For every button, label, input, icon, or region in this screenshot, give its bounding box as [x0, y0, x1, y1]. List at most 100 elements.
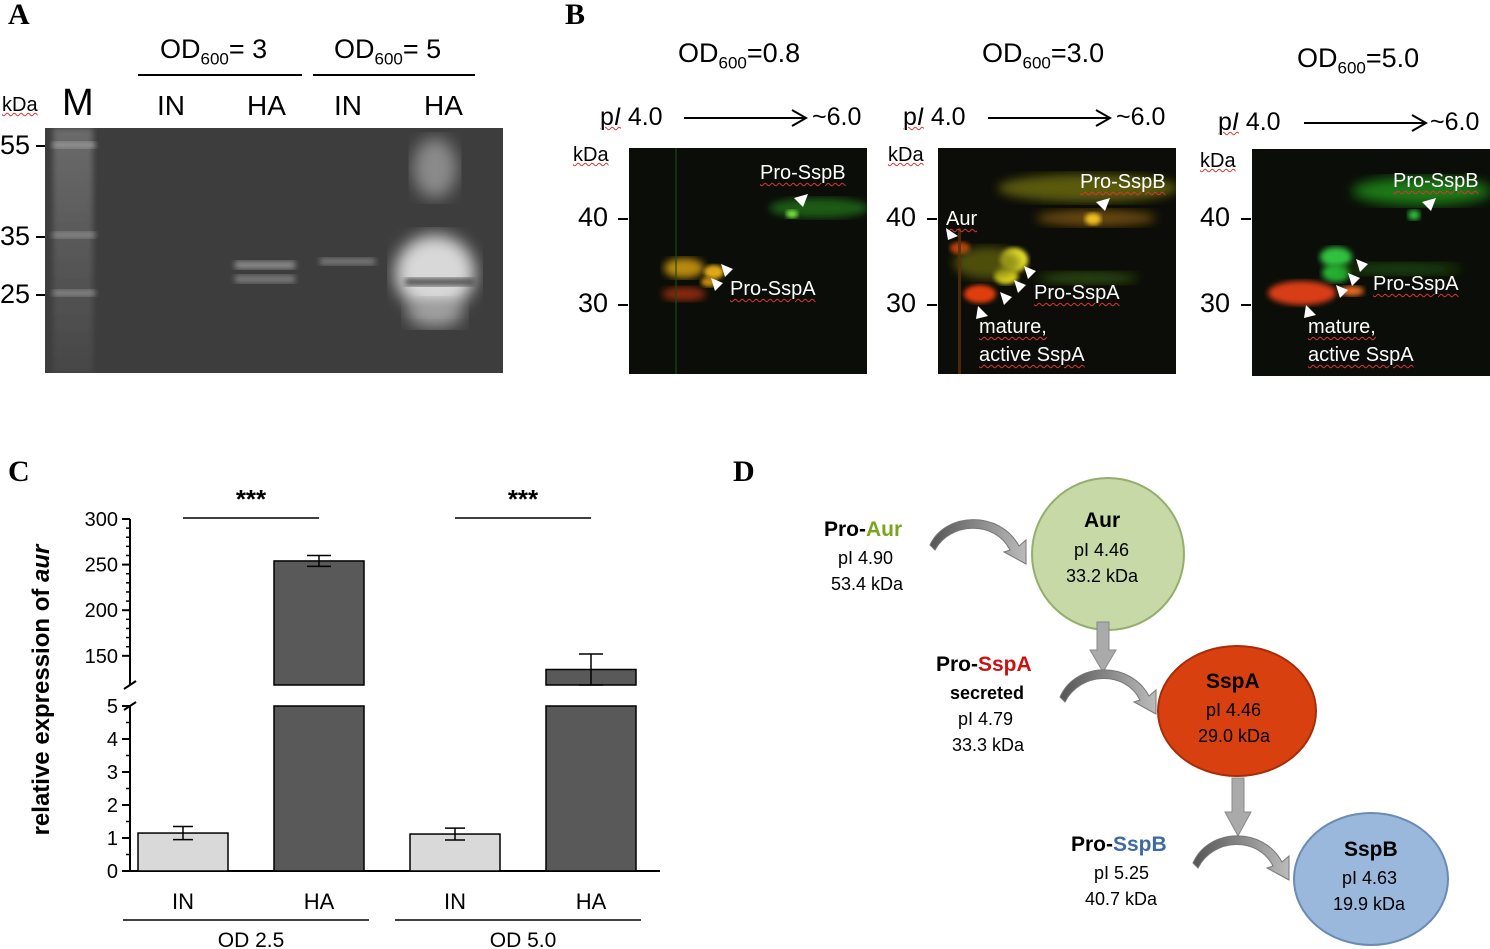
- y-tick-label: 1: [107, 828, 118, 850]
- blot2-pi-label: pI 4.0: [903, 103, 966, 131]
- blot1-arrowhead-1: [794, 194, 808, 207]
- blot2-od-label: OD600=3.0: [982, 38, 1105, 73]
- lane-label-2: HA: [247, 90, 286, 121]
- blot2-label-prosspa: Pro-SspA: [1034, 282, 1120, 304]
- sspb-pi: pI 4.63: [1342, 868, 1398, 888]
- panel-label-c: C: [8, 455, 30, 488]
- axis-break-mark: [123, 680, 137, 690]
- blot2-y40: 40: [886, 202, 917, 232]
- blot1-label-prosspa: Pro-SspA: [730, 278, 816, 300]
- pro-sspa-kda: 33.3 kDa: [952, 735, 1025, 755]
- down-arrow-sspa-sspb: [1224, 777, 1252, 838]
- blot1-tick40: [618, 218, 628, 220]
- sspa-circle: [1157, 645, 1317, 777]
- y-tick-label: 300: [85, 509, 118, 531]
- blot3-kda: kDa: [1200, 150, 1236, 172]
- blot2-tick30: [927, 304, 937, 306]
- blot1-image: Pro-SspB Pro-SspA: [629, 148, 867, 374]
- blot3-tick30: [1241, 304, 1251, 306]
- blot3-image: Pro-SspB Pro-SspA mature, active SspA: [1252, 149, 1490, 376]
- pro-aur-kda: 53.4 kDa: [831, 574, 904, 594]
- blot1-y40: 40: [578, 202, 609, 232]
- ladder-55: 55: [0, 130, 31, 160]
- blot3-label-prosspb: Pro-SspB: [1393, 170, 1479, 192]
- blot2-pi-end: ~6.0: [1116, 103, 1166, 131]
- y-tick-label: 200: [85, 600, 118, 622]
- tick-25: [36, 294, 46, 296]
- pro-sspb-pi: pI 5.25: [1094, 863, 1150, 883]
- blot1-pi-label: ppII 4.0: [600, 103, 663, 131]
- blot2-arrowhead-4: [1000, 292, 1012, 305]
- curved-arrow-aur: [929, 519, 1027, 565]
- blot1-pi-arrow: [684, 109, 809, 127]
- blot1-tick30: [618, 304, 628, 306]
- y-tick-label: 150: [85, 646, 118, 668]
- blot2-label-active: active SspA: [979, 344, 1085, 366]
- x-category-label: IN: [444, 889, 466, 914]
- sspb-kda: 19.9 kDa: [1333, 894, 1406, 914]
- group-label: OD 5.0: [490, 929, 557, 949]
- od-group1-label: OD600= 3: [160, 34, 268, 69]
- y-tick-label: 2: [107, 795, 118, 817]
- gel-bands: [53, 128, 475, 373]
- kda-label-a: kDa: [2, 94, 38, 116]
- sspa-name: SspA: [1206, 670, 1260, 693]
- blot2-arrowhead-aur: [946, 228, 958, 240]
- marker-label: M: [62, 82, 94, 124]
- blot2-pi-arrow: [988, 109, 1113, 127]
- blot3-tick40: [1241, 218, 1251, 220]
- blot3-arrowhead-2: [1356, 259, 1368, 272]
- chart-ylabel: relative expression of aur: [28, 544, 55, 836]
- blot2-kda: kDa: [888, 144, 924, 166]
- blot1-od-label: OD600=0.8: [678, 38, 801, 73]
- y-tick-label: 5: [107, 696, 118, 718]
- y-tick-label: 0: [107, 861, 118, 883]
- blot3-arrowhead-4: [1336, 285, 1348, 298]
- panel-label-a: A: [8, 0, 30, 31]
- ladder-35: 35: [0, 221, 31, 251]
- lane-label-1: IN: [157, 90, 185, 121]
- bar-lower-segment: [545, 705, 637, 872]
- significance-stars: ***: [508, 484, 539, 514]
- blot3-label-active: active SspA: [1308, 344, 1414, 366]
- x-category-label: HA: [304, 889, 335, 914]
- od-group2-label: OD600= 5: [334, 34, 442, 69]
- panel-label-d: D: [733, 455, 755, 488]
- blot1-pi-end: ~6.0: [812, 103, 862, 131]
- blot2-arrowhead-2: [1024, 266, 1036, 279]
- y-tick-label: 250: [85, 555, 118, 577]
- pro-sspb-label: Pro-SspB: [1071, 833, 1167, 856]
- blot1-arrowhead-2: [721, 264, 733, 277]
- blot3-od-label: OD600=5.0: [1297, 43, 1420, 78]
- blot1-arrowhead-3: [711, 278, 723, 291]
- sspa-kda: 29.0 kDa: [1198, 726, 1271, 746]
- blot1-y30: 30: [578, 288, 609, 318]
- curved-arrow-sspb: [1192, 835, 1290, 881]
- aur-circle: [1031, 477, 1185, 631]
- lane-label-3: IN: [334, 90, 362, 121]
- group-label: OD 2.5: [218, 929, 285, 949]
- blot3-arrowhead-3: [1348, 273, 1360, 286]
- significance-stars: ***: [236, 484, 267, 514]
- sspb-name: SspB: [1344, 838, 1398, 861]
- blot2-arrowhead-1: [1096, 198, 1110, 211]
- sspa-pi: pI 4.46: [1206, 700, 1262, 720]
- lane-label-4: HA: [424, 90, 463, 121]
- blot2-y30: 30: [886, 288, 917, 318]
- bar-lower-segment: [273, 705, 365, 872]
- blot3-arrowhead-5: [1304, 305, 1316, 318]
- pro-sspa-note: secreted: [950, 683, 1025, 703]
- sds-page-gel: [45, 128, 503, 373]
- bar-chart: 0 1 2 3 4 5 150 200 250 300 IN HA IN HA OD 2.5 OD 5.0 **…: [85, 484, 660, 949]
- blot2-label-aur: Aur: [946, 208, 978, 230]
- blot2-arrowhead-5: [976, 306, 988, 319]
- blot3-label-mature: mature,: [1308, 316, 1376, 338]
- blot3-pi-arrow: [1304, 114, 1429, 132]
- blot2-arrowhead-3: [1014, 280, 1026, 293]
- panel-label-b: B: [565, 0, 586, 31]
- blot3-pi-label: pI 4.0: [1218, 108, 1281, 136]
- pro-sspa-label: Pro-SspA: [936, 653, 1032, 676]
- ladder-25: 25: [0, 279, 31, 309]
- aur-kda: 33.2 kDa: [1066, 566, 1139, 586]
- pro-aur-pi: pI 4.90: [838, 548, 894, 568]
